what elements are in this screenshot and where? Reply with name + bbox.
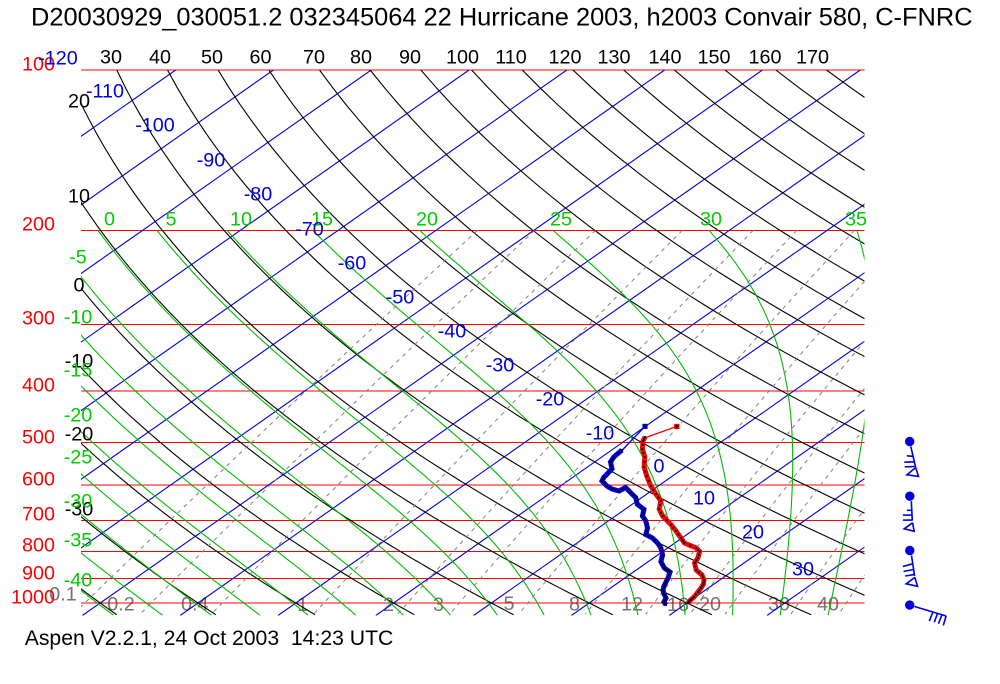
svg-text:40: 40 bbox=[817, 594, 839, 616]
svg-text:0.2: 0.2 bbox=[107, 594, 135, 616]
svg-text:12: 12 bbox=[621, 594, 643, 616]
svg-text:1: 1 bbox=[297, 594, 308, 616]
svg-text:8: 8 bbox=[569, 594, 580, 616]
svg-text:20: 20 bbox=[699, 594, 721, 616]
svg-text:2: 2 bbox=[383, 594, 394, 616]
svg-text:16: 16 bbox=[667, 594, 689, 616]
svg-text:30: 30 bbox=[768, 594, 790, 616]
svg-text:0.1: 0.1 bbox=[49, 584, 77, 606]
svg-text:5: 5 bbox=[503, 593, 514, 615]
svg-text:3: 3 bbox=[433, 594, 444, 616]
